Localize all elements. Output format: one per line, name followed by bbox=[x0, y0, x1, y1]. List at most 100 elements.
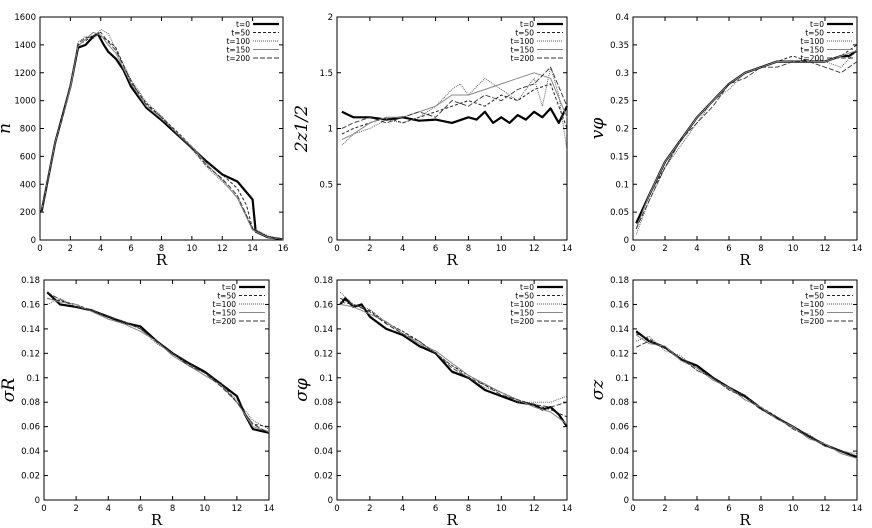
y-tick-label: 0 bbox=[624, 496, 629, 506]
x-tick-label: 8 bbox=[758, 244, 763, 254]
y-tick-label: 1200 bbox=[14, 69, 36, 79]
y-tick-label: 0.1 bbox=[615, 180, 629, 190]
legend-label: t=200 bbox=[800, 54, 824, 63]
series-line-t=50 bbox=[341, 83, 568, 135]
plot-frame bbox=[632, 279, 858, 501]
series-line-t=200 bbox=[46, 291, 270, 434]
y-tick-label: 0.2 bbox=[615, 125, 629, 135]
legend-label: t=100 bbox=[800, 37, 824, 46]
x-tick-label: 12 bbox=[529, 504, 540, 514]
y-tick-label: 0.06 bbox=[610, 423, 629, 433]
series-line-t=0 bbox=[40, 32, 284, 241]
series-line-t=0 bbox=[635, 49, 858, 224]
y-axis-label: n bbox=[0, 123, 15, 134]
y-tick-label: 0.02 bbox=[21, 472, 40, 482]
legend-label: t=50 bbox=[515, 29, 534, 38]
y-axis-label: vφ bbox=[588, 118, 608, 140]
x-tick-label: 12 bbox=[231, 504, 242, 514]
legend-label: t=100 bbox=[226, 37, 250, 46]
x-tick-label: 10 bbox=[199, 504, 210, 514]
x-tick-label: 16 bbox=[278, 244, 289, 254]
y-tick-label: 0.18 bbox=[610, 276, 629, 286]
x-axis-label: R bbox=[739, 251, 751, 269]
y-tick-label: 200 bbox=[20, 208, 36, 218]
series-line-t=200 bbox=[41, 31, 284, 240]
x-tick-label: 8 bbox=[159, 244, 164, 254]
legend-label: t=50 bbox=[231, 29, 250, 38]
legend-label: t=0 bbox=[236, 20, 250, 29]
legend-label: t=0 bbox=[520, 283, 534, 292]
x-tick-label: 2 bbox=[367, 504, 372, 514]
x-tick-label: 8 bbox=[466, 504, 471, 514]
series-line-t=100 bbox=[636, 335, 858, 455]
y-tick-label: 0.1 bbox=[319, 374, 333, 384]
y-tick-label: 1000 bbox=[14, 97, 36, 107]
y-axis-label: σR bbox=[0, 378, 19, 403]
x-tick-label: 0 bbox=[630, 244, 635, 254]
y-tick-label: 0.5 bbox=[319, 180, 333, 190]
series-line-t=50 bbox=[636, 333, 858, 457]
x-tick-label: 4 bbox=[694, 244, 699, 254]
series-line-t=100 bbox=[41, 29, 284, 240]
x-tick-label: 6 bbox=[433, 244, 438, 254]
y-tick-label: 1.5 bbox=[319, 69, 333, 79]
y-tick-label: 1400 bbox=[14, 41, 36, 51]
y-tick-label: 0.12 bbox=[314, 349, 333, 359]
y-axis-label: 2z1/2 bbox=[292, 105, 312, 153]
y-tick-label: 0.02 bbox=[314, 472, 333, 482]
y-tick-label: 0.1 bbox=[615, 374, 629, 384]
y-tick-label: 0.16 bbox=[314, 300, 333, 310]
legend-label: t=50 bbox=[515, 292, 534, 301]
y-tick-label: 0.08 bbox=[21, 398, 40, 408]
series-line-t=100 bbox=[47, 297, 270, 430]
x-tick-label: 2 bbox=[662, 244, 667, 254]
legend-label: t=200 bbox=[212, 317, 236, 326]
x-axis-label: R bbox=[739, 511, 751, 528]
x-tick-label: 2 bbox=[367, 244, 372, 254]
y-axis-label: σφ bbox=[292, 378, 312, 402]
legend-label: t=50 bbox=[805, 292, 824, 301]
x-tick-label: 6 bbox=[726, 244, 731, 254]
series-line-t=150 bbox=[41, 31, 284, 240]
x-tick-label: 0 bbox=[41, 504, 46, 514]
x-tick-label: 4 bbox=[400, 244, 405, 254]
x-tick-label: 4 bbox=[106, 504, 111, 514]
y-tick-label: 0.35 bbox=[610, 41, 629, 51]
x-tick-label: 14 bbox=[264, 504, 275, 514]
y-tick-label: 800 bbox=[20, 125, 36, 135]
y-tick-label: 0.4 bbox=[615, 13, 629, 23]
x-tick-label: 10 bbox=[788, 504, 799, 514]
x-tick-label: 12 bbox=[820, 244, 831, 254]
y-tick-label: 0.08 bbox=[610, 398, 629, 408]
chart-panel-2: 0 2 4 6 8 10 12 1400.511.52R2z1/2t=0t=50t=100t=… bbox=[292, 13, 572, 269]
y-tick-label: 1 bbox=[328, 125, 333, 135]
x-tick-label: 10 bbox=[186, 244, 197, 254]
x-tick-label: 6 bbox=[726, 504, 731, 514]
chart-panel-5: 0 2 4 6 8 10 12 14 0 0.02 0.04 0.06 0.08 0.1 0.12 0.14 0… bbox=[292, 276, 572, 528]
y-tick-label: 0.12 bbox=[610, 349, 629, 359]
y-tick-label: 0.08 bbox=[314, 398, 333, 408]
x-tick-label: 10 bbox=[496, 504, 507, 514]
y-tick-label: 0 bbox=[328, 496, 333, 506]
legend-label: t=100 bbox=[510, 300, 534, 309]
x-tick-label: 14 bbox=[852, 244, 863, 254]
x-tick-label: 8 bbox=[466, 244, 471, 254]
series-line-t=100 bbox=[339, 291, 568, 403]
y-tick-label: 0.05 bbox=[610, 208, 629, 218]
y-tick-label: 0.04 bbox=[314, 447, 333, 457]
y-tick-label: 0.04 bbox=[610, 447, 629, 457]
x-tick-label: 6 bbox=[433, 504, 438, 514]
y-tick-label: 0.16 bbox=[610, 300, 629, 310]
x-axis-label: R bbox=[446, 251, 458, 269]
legend-label: t=150 bbox=[226, 46, 250, 55]
legend-label: t=0 bbox=[810, 283, 824, 292]
y-tick-label: 0.06 bbox=[314, 423, 333, 433]
x-tick-label: 14 bbox=[852, 504, 863, 514]
y-tick-label: 0.02 bbox=[610, 472, 629, 482]
y-tick-label: 0.25 bbox=[610, 97, 629, 107]
x-axis-label: R bbox=[446, 511, 458, 528]
legend-label: t=150 bbox=[510, 46, 534, 55]
legend-label: t=0 bbox=[222, 283, 236, 292]
